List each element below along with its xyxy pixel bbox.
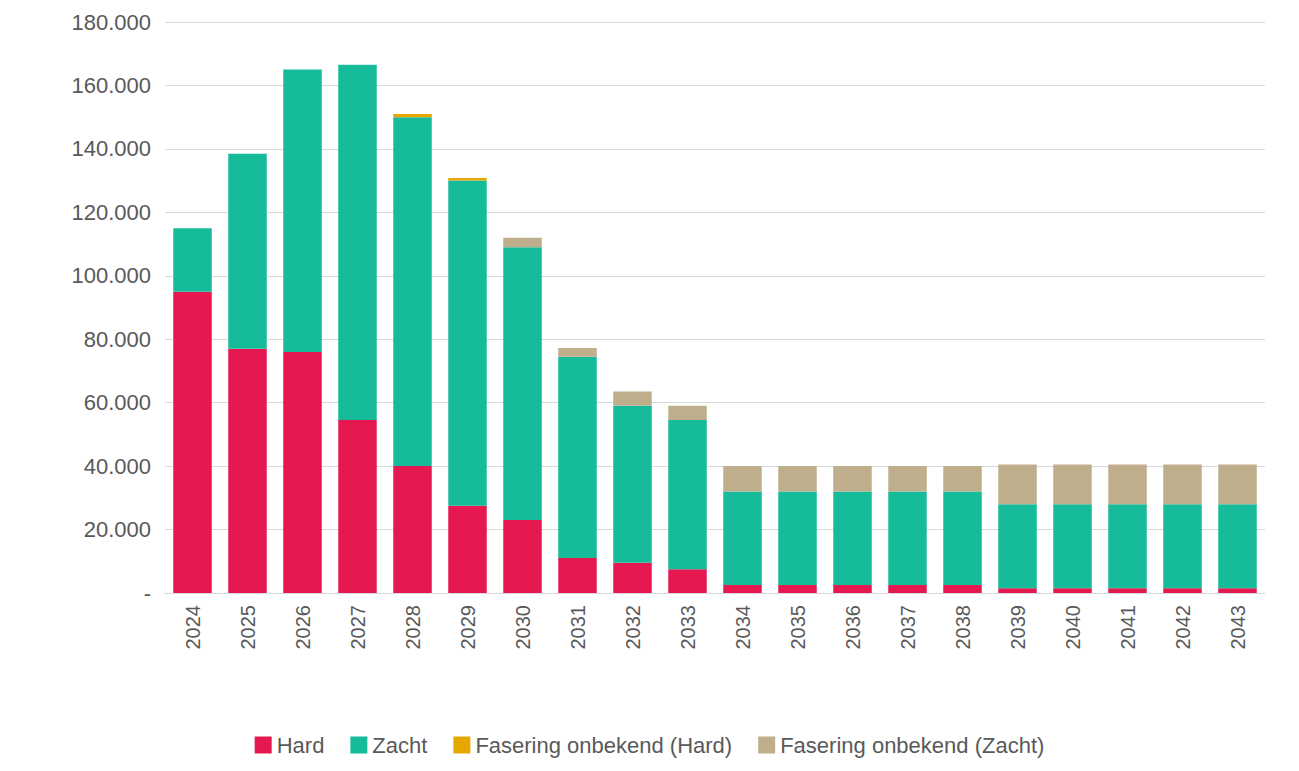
svg-text:2038: 2038 <box>952 605 974 650</box>
svg-text:-: - <box>144 581 151 606</box>
svg-text:2026: 2026 <box>292 605 314 650</box>
svg-text:2043: 2043 <box>1227 605 1249 650</box>
svg-text:140.000: 140.000 <box>71 136 151 161</box>
svg-text:2024: 2024 <box>182 605 204 650</box>
svg-text:2035: 2035 <box>787 605 809 650</box>
svg-text:40.000: 40.000 <box>84 454 151 479</box>
svg-text:Hard: Hard <box>277 733 325 758</box>
svg-text:2032: 2032 <box>622 605 644 650</box>
svg-text:2037: 2037 <box>897 605 919 650</box>
svg-text:180.000: 180.000 <box>71 10 151 35</box>
svg-text:2028: 2028 <box>402 605 424 650</box>
svg-text:2027: 2027 <box>347 605 369 650</box>
svg-text:Fasering onbekend (Zacht): Fasering onbekend (Zacht) <box>780 733 1044 758</box>
svg-text:160.000: 160.000 <box>71 73 151 98</box>
svg-text:2040: 2040 <box>1062 605 1084 650</box>
svg-text:Fasering onbekend (Hard): Fasering onbekend (Hard) <box>475 733 732 758</box>
svg-text:20.000: 20.000 <box>84 517 151 542</box>
svg-text:Zacht: Zacht <box>372 733 427 758</box>
svg-text:120.000: 120.000 <box>71 200 151 225</box>
svg-text:2025: 2025 <box>237 605 259 650</box>
svg-text:2042: 2042 <box>1172 605 1194 650</box>
svg-text:80.000: 80.000 <box>84 327 151 352</box>
svg-text:2029: 2029 <box>457 605 479 650</box>
svg-text:60.000: 60.000 <box>84 390 151 415</box>
svg-text:2039: 2039 <box>1007 605 1029 650</box>
svg-text:2041: 2041 <box>1117 605 1139 650</box>
svg-text:2036: 2036 <box>842 605 864 650</box>
svg-text:2031: 2031 <box>567 605 589 650</box>
svg-text:2030: 2030 <box>512 605 534 650</box>
svg-text:100.000: 100.000 <box>71 263 151 288</box>
svg-text:2034: 2034 <box>732 605 754 650</box>
svg-text:2033: 2033 <box>677 605 699 650</box>
